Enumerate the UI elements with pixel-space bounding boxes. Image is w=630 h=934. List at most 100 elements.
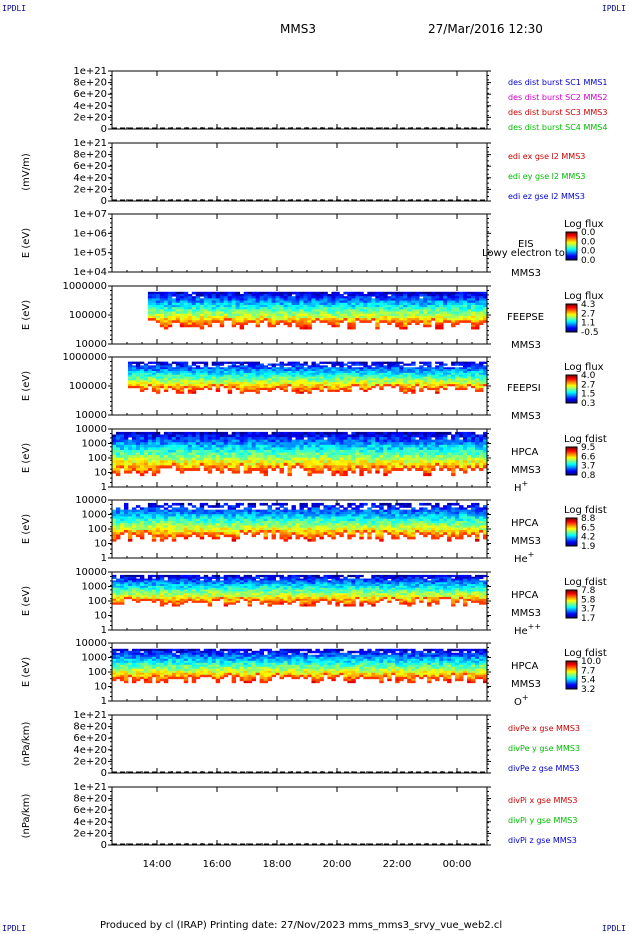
spectrogram-cell xyxy=(295,460,300,464)
spectrogram-cell xyxy=(119,444,125,448)
spectrogram-cell xyxy=(455,449,460,453)
spectrogram-cell xyxy=(223,434,229,438)
spectrogram-cell xyxy=(139,529,145,533)
spectrogram-cell xyxy=(447,370,452,374)
spectrogram-cell xyxy=(339,302,344,306)
spectrogram-cell xyxy=(383,361,388,364)
spectrogram-cell xyxy=(159,534,165,538)
spectrogram-cell xyxy=(223,293,229,297)
spectrogram-cell xyxy=(407,307,412,310)
spectrogram-cell xyxy=(243,434,249,438)
spectrogram-cell xyxy=(283,372,288,376)
spectrogram-cell xyxy=(151,505,157,508)
spectrogram-cell xyxy=(183,296,189,299)
spectrogram-cell xyxy=(147,449,153,453)
spectrogram-cell xyxy=(455,376,460,379)
spectrogram-cell xyxy=(327,300,332,304)
spectrogram-cell xyxy=(467,302,472,306)
spectrogram-cell xyxy=(251,385,257,389)
spectrogram-cell xyxy=(203,361,209,364)
spectrogram-cell xyxy=(323,385,328,389)
spectrogram-cell xyxy=(259,291,264,295)
spectrogram-cell xyxy=(175,452,181,456)
spectrogram-cell xyxy=(307,473,312,477)
spectrogram-cell xyxy=(299,296,304,299)
spectrogram-cell xyxy=(271,376,276,379)
spectrogram-cell xyxy=(167,372,173,376)
spectrogram-cell xyxy=(471,447,476,451)
spectrogram-cell xyxy=(167,518,173,522)
spectrogram-cell xyxy=(255,302,261,306)
spectrogram-cell xyxy=(463,437,468,441)
spectrogram-cell xyxy=(151,467,157,471)
colorbar-segment xyxy=(566,246,577,249)
spectrogram-cell xyxy=(131,529,137,533)
spectrogram-cell xyxy=(155,309,161,312)
spectrogram-cell xyxy=(123,525,129,529)
spectrogram-cell xyxy=(251,307,257,310)
spectrogram-cell xyxy=(163,363,169,366)
spectrogram-cell xyxy=(135,374,141,377)
spectrogram-cell xyxy=(323,302,328,306)
spectrogram-cell xyxy=(239,372,245,376)
spectrogram-cell xyxy=(143,372,149,376)
spectrogram-cell xyxy=(359,372,364,376)
spectrogram-cell xyxy=(379,376,384,379)
spectrogram-cell xyxy=(135,452,141,456)
spectrogram-cell xyxy=(367,385,372,389)
spectrogram-cell xyxy=(187,315,193,319)
spectrogram-cell xyxy=(155,304,161,308)
spectrogram-cell xyxy=(307,389,312,392)
spectrogram-cell xyxy=(443,457,448,461)
spectrogram-cell xyxy=(179,527,185,531)
spectrogram-cell xyxy=(435,300,440,304)
spectrogram-cell xyxy=(275,320,280,323)
spectrogram-cell xyxy=(427,449,432,453)
spectrogram-cell xyxy=(195,380,201,383)
spectrogram-cell xyxy=(203,309,209,312)
spectrogram-cell xyxy=(355,313,360,317)
datetime-title: 27/Mar/2016 12:30 xyxy=(428,22,543,36)
spectrogram-cell xyxy=(451,313,456,317)
spectrogram-cell xyxy=(139,516,145,520)
spectrogram-cell xyxy=(319,296,324,299)
spectrogram-cell xyxy=(287,320,292,323)
spectrogram-cell xyxy=(427,462,432,466)
spectrogram-cell xyxy=(447,307,452,310)
spectrogram-cell xyxy=(335,322,340,326)
spectrogram-cell xyxy=(171,369,177,372)
spectrogram-cell xyxy=(251,452,257,456)
spectrogram-cell xyxy=(255,307,261,310)
spectrogram-cell xyxy=(455,457,460,461)
spectrogram-cell xyxy=(175,391,181,394)
spectrogram-cell xyxy=(363,302,368,306)
spectrogram-cell xyxy=(399,457,404,461)
spectrogram-cell xyxy=(267,318,272,321)
spectrogram-cell xyxy=(283,439,288,443)
spectrogram-cell xyxy=(263,309,268,312)
spectrogram-cell xyxy=(235,367,241,370)
spectrogram-cell xyxy=(291,465,296,469)
spectrogram-cell xyxy=(371,313,376,317)
spectrogram-cell xyxy=(271,449,276,453)
colorbar-segment xyxy=(566,384,577,386)
spectrogram-cell xyxy=(147,365,153,368)
spectrogram-cell xyxy=(159,538,165,542)
spectrogram-cell xyxy=(123,449,129,453)
spectrogram-cell xyxy=(415,296,420,299)
spectrogram-cell xyxy=(395,449,400,453)
spectrogram-cell xyxy=(171,455,177,459)
spectrogram-cell xyxy=(175,442,181,446)
spectrogram-cell xyxy=(219,467,225,471)
spectrogram-cell xyxy=(267,444,272,448)
spectrogram-cell xyxy=(199,324,205,328)
spectrogram-cell xyxy=(367,444,372,448)
spectrogram-cell xyxy=(287,437,292,441)
spectrogram-cell xyxy=(459,369,464,372)
spectrogram-cell xyxy=(159,361,165,364)
spectrogram-cell xyxy=(311,372,316,376)
spectrogram-cell xyxy=(195,447,201,451)
spectrogram-cell xyxy=(439,326,444,330)
spectrogram-cell xyxy=(311,462,316,466)
spectrogram-cell xyxy=(427,465,432,469)
